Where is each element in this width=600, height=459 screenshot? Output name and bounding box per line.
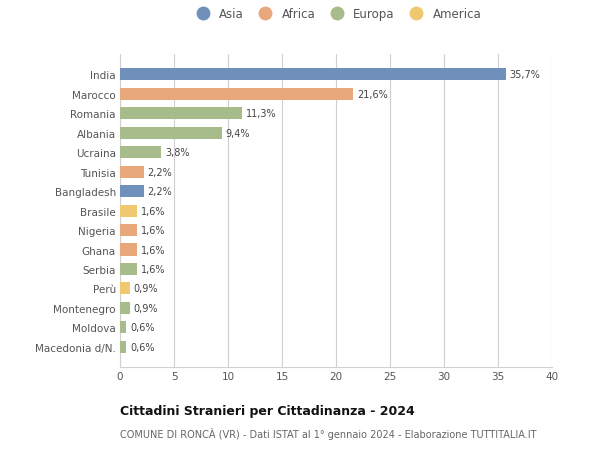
Text: 0,6%: 0,6% bbox=[130, 342, 155, 352]
Bar bbox=[120, 108, 242, 120]
Bar bbox=[120, 244, 137, 256]
Text: 0,6%: 0,6% bbox=[130, 323, 155, 333]
Bar bbox=[120, 69, 506, 81]
Bar bbox=[120, 322, 127, 334]
Bar bbox=[120, 89, 353, 101]
Text: 2,2%: 2,2% bbox=[148, 187, 172, 197]
Text: 35,7%: 35,7% bbox=[509, 70, 540, 80]
Text: 1,6%: 1,6% bbox=[141, 225, 166, 235]
Text: 1,6%: 1,6% bbox=[141, 245, 166, 255]
Text: 9,4%: 9,4% bbox=[226, 129, 250, 139]
Legend: Asia, Africa, Europa, America: Asia, Africa, Europa, America bbox=[191, 8, 481, 21]
Text: 0,9%: 0,9% bbox=[133, 303, 158, 313]
Bar bbox=[120, 283, 130, 295]
Text: 3,8%: 3,8% bbox=[165, 148, 190, 158]
Text: 21,6%: 21,6% bbox=[357, 90, 388, 100]
Bar bbox=[120, 186, 144, 198]
Text: 2,2%: 2,2% bbox=[148, 168, 172, 177]
Bar bbox=[120, 128, 221, 140]
Text: 1,6%: 1,6% bbox=[141, 264, 166, 274]
Bar bbox=[120, 147, 161, 159]
Bar bbox=[120, 263, 137, 275]
Bar bbox=[120, 205, 137, 217]
Text: COMUNE DI RONCÀ (VR) - Dati ISTAT al 1° gennaio 2024 - Elaborazione TUTTITALIA.I: COMUNE DI RONCÀ (VR) - Dati ISTAT al 1° … bbox=[120, 427, 536, 439]
Text: 0,9%: 0,9% bbox=[133, 284, 158, 294]
Bar bbox=[120, 341, 127, 353]
Text: 1,6%: 1,6% bbox=[141, 206, 166, 216]
Text: 11,3%: 11,3% bbox=[246, 109, 277, 119]
Bar bbox=[120, 302, 130, 314]
Bar bbox=[120, 166, 144, 179]
Bar bbox=[120, 224, 137, 236]
Text: Cittadini Stranieri per Cittadinanza - 2024: Cittadini Stranieri per Cittadinanza - 2… bbox=[120, 404, 415, 417]
